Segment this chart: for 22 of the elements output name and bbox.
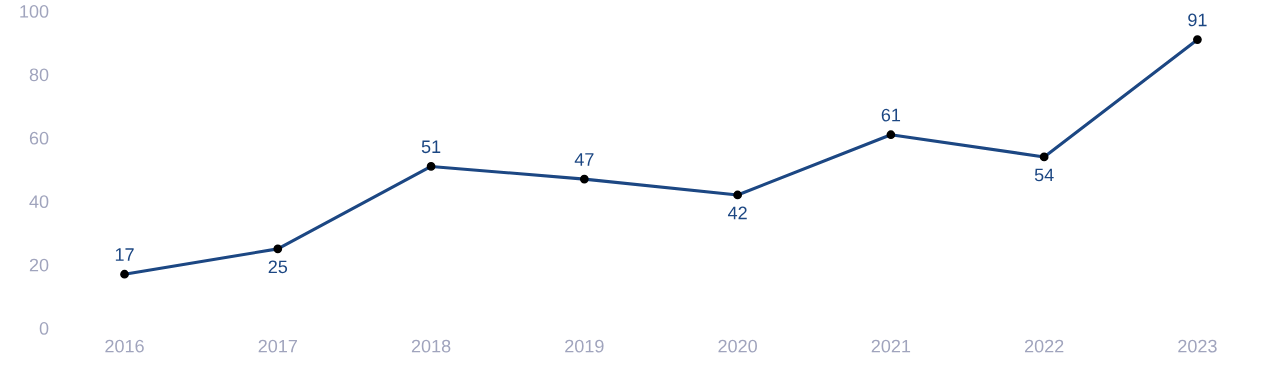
x-tick-label: 2019 [565, 339, 604, 353]
x-tick-label: 2018 [411, 339, 451, 353]
x-tick-label: 2016 [105, 339, 144, 353]
data-label: 91 [1188, 13, 1207, 27]
data-label: 54 [1034, 168, 1054, 182]
data-label: 25 [268, 260, 288, 274]
data-label: 42 [727, 206, 747, 220]
y-tick-label: 80 [29, 68, 49, 82]
y-tick-label: 40 [29, 195, 49, 209]
y-tick-label: 20 [29, 258, 49, 272]
x-tick-label: 2020 [718, 339, 757, 353]
x-tick-label: 2017 [258, 339, 297, 353]
data-label: 47 [574, 153, 594, 166]
y-tick-label: 100 [20, 5, 49, 18]
data-label: 51 [421, 140, 441, 154]
data-label: 17 [115, 248, 134, 261]
x-tick-label: 2022 [1024, 339, 1064, 353]
x-tick-label: 2023 [1178, 339, 1217, 353]
x-tick-label: 2021 [871, 339, 911, 353]
y-tick-label: 60 [29, 131, 49, 145]
data-label: 61 [881, 108, 901, 122]
y-tick-label: 0 [39, 322, 49, 335]
